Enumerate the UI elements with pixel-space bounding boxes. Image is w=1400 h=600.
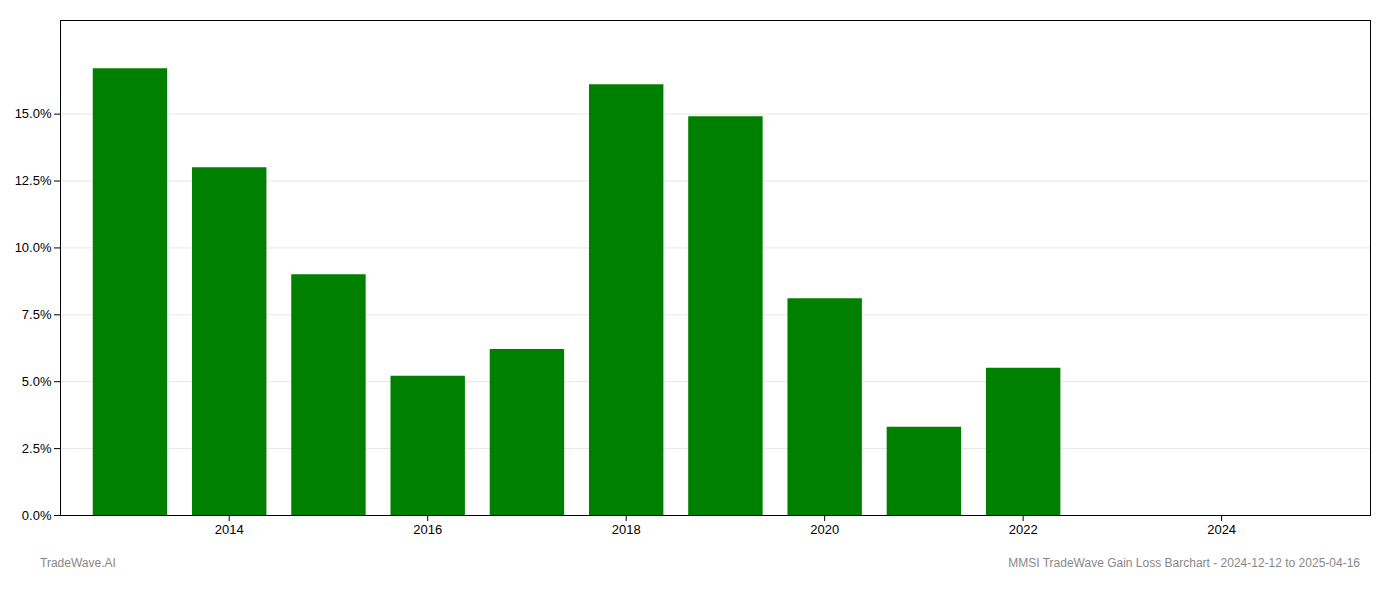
svg-text:12.5%: 12.5% — [15, 173, 52, 188]
svg-text:2020: 2020 — [810, 522, 839, 537]
svg-text:2024: 2024 — [1207, 522, 1236, 537]
svg-text:7.5%: 7.5% — [22, 307, 52, 322]
svg-text:10.0%: 10.0% — [15, 240, 52, 255]
svg-text:2014: 2014 — [215, 522, 244, 537]
svg-text:2022: 2022 — [1009, 522, 1038, 537]
svg-text:5.0%: 5.0% — [22, 374, 52, 389]
html-text:TradeWave.AI: TradeWave.AI — [40, 556, 116, 570]
svg-text:2018: 2018 — [612, 522, 641, 537]
svg-text:0.0%: 0.0% — [22, 508, 52, 523]
svg-text:2.5%: 2.5% — [22, 441, 52, 456]
svg-text:15.0%: 15.0% — [15, 106, 52, 121]
svg-text:2016: 2016 — [413, 522, 442, 537]
html-text:MMSI TradeWave Gain Loss Barch: MMSI TradeWave Gain Loss Barchart - 2024… — [1008, 556, 1360, 570]
